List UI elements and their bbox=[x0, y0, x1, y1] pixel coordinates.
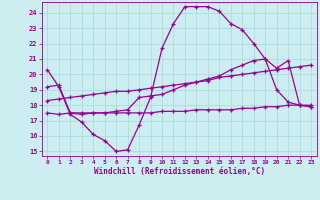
X-axis label: Windchill (Refroidissement éolien,°C): Windchill (Refroidissement éolien,°C) bbox=[94, 167, 265, 176]
